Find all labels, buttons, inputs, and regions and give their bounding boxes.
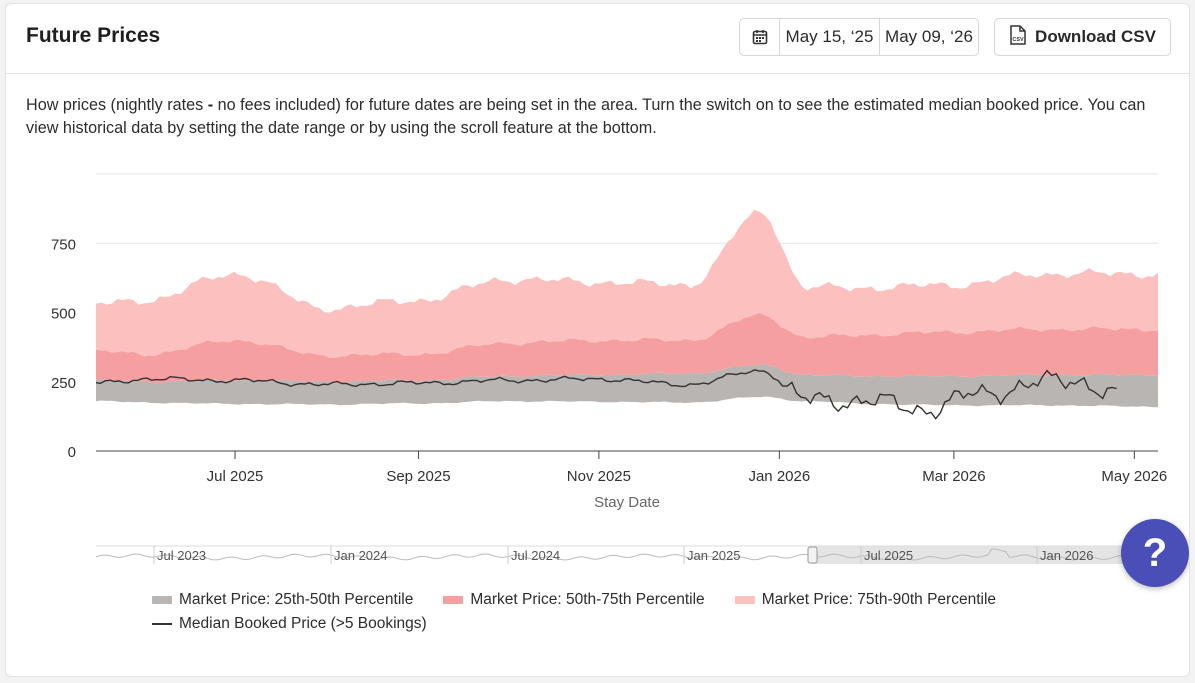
navigator-tick-label: Jul 2024: [511, 548, 560, 563]
future-prices-card: Future Prices May 15, ‘25 May 09, ‘26: [5, 3, 1190, 677]
legend-label: Market Price: 25th-50th Percentile: [179, 591, 414, 608]
x-tick-label: May 2026: [1101, 468, 1167, 485]
chart-description: How prices (nightly rates - no fees incl…: [26, 94, 1156, 140]
legend-row-2: Median Booked Price (>5 Bookings): [152, 612, 1112, 636]
navigator-tick-label: Jul 2025: [864, 548, 913, 563]
legend-swatch: [734, 596, 755, 604]
y-tick-label: 750: [51, 236, 76, 253]
download-csv-button[interactable]: CSV Download CSV: [994, 18, 1171, 56]
description-part1: How prices (nightly rates: [26, 96, 208, 114]
x-tick-label: Jul 2025: [207, 468, 264, 485]
card-header: Future Prices May 15, ‘25 May 09, ‘26: [6, 4, 1189, 74]
question-mark-icon: ?: [1142, 530, 1168, 575]
navigator-tick-label: Jan 2024: [334, 548, 388, 563]
x-tick-label: Mar 2026: [922, 468, 985, 485]
median-booked-price-line[interactable]: [95, 369, 1117, 420]
calendar-icon[interactable]: [740, 19, 780, 55]
card-title: Future Prices: [26, 24, 161, 47]
legend-row-1: Market Price: 25th-50th Percentile Marke…: [152, 588, 1112, 612]
legend-item-25-50[interactable]: Market Price: 25th-50th Percentile: [152, 591, 413, 609]
legend-label: Market Price: 50th-75th Percentile: [470, 591, 705, 608]
legend-label: Median Booked Price (>5 Bookings): [179, 615, 427, 632]
navigator-tick-label: Jan 2025: [687, 548, 741, 563]
date-range-picker[interactable]: May 15, ‘25 May 09, ‘26: [739, 18, 979, 56]
download-csv-label: Download CSV: [1035, 27, 1156, 46]
x-tick-label: Nov 2025: [567, 468, 631, 485]
band-75-90[interactable]: [96, 209, 1158, 359]
y-tick-label: 0: [68, 444, 76, 461]
legend-label: Market Price: 75th-90th Percentile: [761, 591, 997, 608]
navigator-tick-label: Jul 2023: [157, 548, 206, 563]
navigator-series: [95, 548, 1159, 561]
date-start-field[interactable]: May 15, ‘25: [780, 19, 880, 55]
band-50-75[interactable]: [96, 312, 1158, 384]
x-tick-label: Jan 2026: [748, 468, 810, 485]
y-tick-label: 500: [51, 306, 76, 323]
description-part2: no fees included) for future dates are b…: [26, 96, 1146, 137]
description-bold: -: [207, 96, 214, 114]
legend-swatch: [152, 596, 172, 604]
date-end-field[interactable]: May 09, ‘26: [885, 27, 973, 46]
navigator-tick-label: Jan 2026: [1040, 548, 1094, 563]
csv-file-icon: CSV: [1009, 24, 1027, 50]
legend-item-50-75[interactable]: Market Price: 50th-75th Percentile: [443, 591, 705, 609]
legend-item-median[interactable]: Median Booked Price (>5 Bookings): [152, 615, 427, 633]
x-axis-label: Stay Date: [594, 494, 660, 511]
navigator-handle[interactable]: [807, 546, 818, 564]
svg-text:CSV: CSV: [1012, 37, 1024, 43]
legend-swatch: [152, 623, 172, 625]
legend-swatch: [443, 596, 464, 604]
future-prices-chart[interactable]: 0 250 500 750 Jul 2025 Sep 2025 Nov 2025 Jan 20…: [6, 154, 1190, 584]
band-25-50[interactable]: [96, 364, 1158, 408]
y-tick-label: 250: [51, 375, 76, 392]
x-tick-label: Sep 2025: [386, 468, 450, 485]
help-button[interactable]: ?: [1121, 519, 1189, 587]
legend-item-75-90[interactable]: Market Price: 75th-90th Percentile: [734, 591, 997, 609]
chart-legend: Market Price: 25th-50th Percentile Marke…: [152, 588, 1112, 636]
